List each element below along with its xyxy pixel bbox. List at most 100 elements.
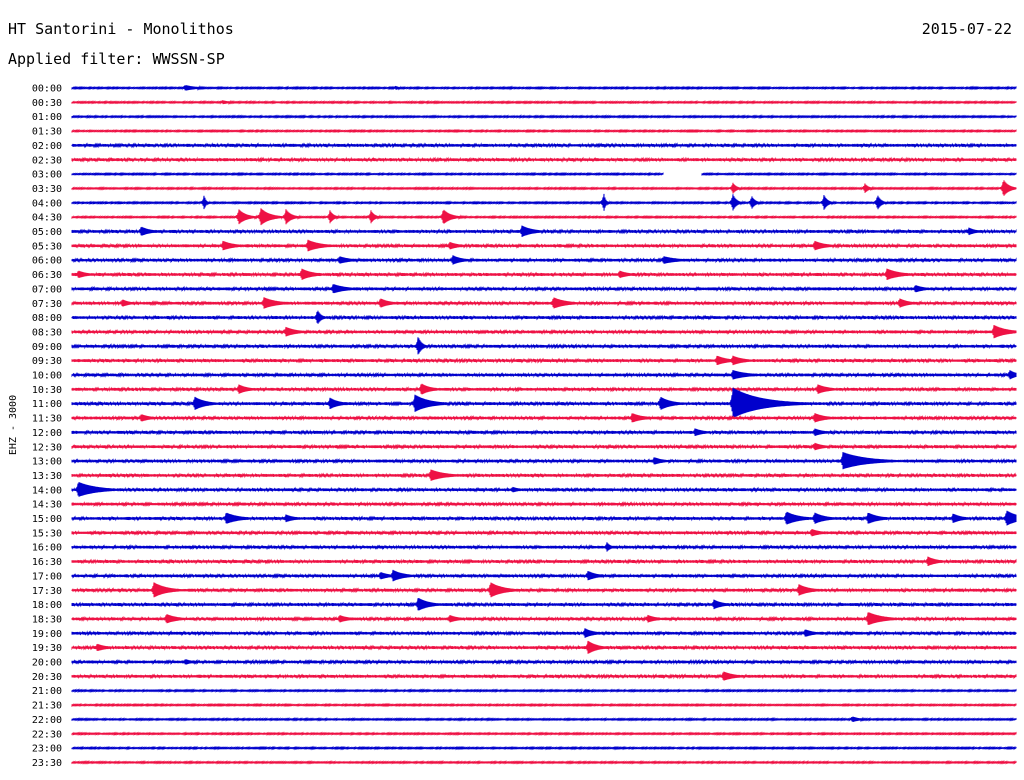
trace-line — [71, 370, 1017, 380]
row-time-label: 21:00 — [32, 686, 62, 697]
row-time-label: 08:30 — [32, 327, 62, 338]
row-time-label: 13:30 — [32, 471, 62, 482]
row-time-label: 18:00 — [32, 600, 62, 611]
time-tick-labels: 00:00 00:30 01:00 01:30 02:00 02:30 03:00 03:30… — [32, 84, 62, 769]
row-time-label: 12:00 — [32, 428, 62, 439]
trace-line — [71, 612, 1017, 625]
trace-line — [71, 255, 1017, 265]
row-time-label: 17:30 — [32, 586, 62, 597]
trace-line — [71, 760, 1017, 765]
row-time-label: 15:00 — [32, 514, 62, 525]
row-time-label: 22:30 — [32, 729, 62, 740]
trace-line — [71, 442, 1017, 451]
trace-line — [71, 383, 1017, 395]
row-time-label: 20:30 — [32, 672, 62, 683]
row-time-label: 04:30 — [32, 213, 62, 224]
trace-line — [71, 387, 1017, 419]
row-time-label: 10:00 — [32, 371, 62, 382]
row-time-label: 00:00 — [32, 84, 62, 95]
row-time-label: 17:00 — [32, 571, 62, 582]
trace-line — [71, 324, 1017, 339]
trace-line — [71, 239, 1017, 252]
trace-line — [71, 99, 1017, 105]
row-time-label: 01:30 — [32, 127, 62, 138]
row-time-label: 05:30 — [32, 241, 62, 252]
trace-line — [71, 114, 1017, 120]
row-time-label: 08:00 — [32, 313, 62, 324]
trace-line — [71, 142, 1017, 149]
trace-line — [71, 208, 1017, 226]
row-time-label: 15:30 — [32, 528, 62, 539]
trace-group — [71, 85, 1017, 765]
row-time-label: 02:00 — [32, 141, 62, 152]
trace-line — [71, 510, 1017, 526]
row-time-label: 02:30 — [32, 155, 62, 166]
trace-line — [71, 297, 1017, 309]
row-time-label: 23:30 — [32, 758, 62, 769]
row-time-label: 14:30 — [32, 500, 62, 511]
row-time-label: 00:30 — [32, 98, 62, 109]
row-time-label: 11:30 — [32, 414, 62, 425]
row-time-label: 20:00 — [32, 658, 62, 669]
trace-line — [71, 482, 1017, 497]
row-time-label: 10:30 — [32, 385, 62, 396]
trace-line — [71, 688, 1017, 694]
row-time-label: 16:00 — [32, 543, 62, 554]
trace-line — [71, 529, 1017, 537]
row-time-label: 11:00 — [32, 399, 62, 410]
row-time-label: 04:00 — [32, 198, 62, 209]
trace-line — [71, 180, 1017, 196]
station-title: HT Santorini - Monolithos — [8, 20, 234, 38]
trace-line — [71, 628, 1017, 638]
trace-line — [71, 337, 1017, 355]
row-time-label: 01:00 — [32, 112, 62, 123]
trace-line — [71, 268, 1017, 280]
row-time-label: 19:00 — [32, 629, 62, 640]
row-time-label: 23:00 — [32, 744, 62, 755]
row-time-label: 13:00 — [32, 457, 62, 468]
row-time-label: 07:30 — [32, 299, 62, 310]
trace-line — [71, 702, 1017, 708]
channel-label: EHZ - 3000 — [8, 395, 19, 455]
trace-line — [71, 745, 1017, 751]
trace-line — [71, 193, 1017, 211]
row-time-label: 19:30 — [32, 643, 62, 654]
trace-line — [71, 284, 1017, 294]
trace-line — [71, 355, 1017, 366]
row-time-label: 03:00 — [32, 170, 62, 181]
row-time-label: 06:30 — [32, 270, 62, 281]
row-time-label: 18:30 — [32, 614, 62, 625]
trace-line — [71, 731, 1017, 736]
row-time-label: 03:30 — [32, 184, 62, 195]
trace-line — [71, 128, 1017, 134]
trace-line — [71, 501, 1017, 508]
trace-line — [71, 310, 1017, 324]
row-time-label: 12:30 — [32, 442, 62, 453]
trace-line — [71, 85, 1017, 91]
row-time-label: 06:00 — [32, 256, 62, 267]
trace-line — [71, 542, 1017, 552]
trace-line — [71, 469, 1017, 481]
trace-line — [71, 225, 1017, 237]
date-label: 2015-07-22 — [921, 20, 1012, 38]
row-time-label: 16:30 — [32, 557, 62, 568]
trace-line — [71, 156, 1017, 163]
trace-line — [71, 569, 1017, 582]
trace-line — [71, 452, 1017, 470]
row-time-label: 22:00 — [32, 715, 62, 726]
trace-line — [71, 428, 1017, 436]
trace-line — [71, 171, 1017, 177]
trace-line — [71, 556, 1017, 567]
trace-line — [71, 658, 1017, 666]
filter-label: Applied filter: WWSSN-SP — [8, 50, 225, 68]
trace-line — [71, 671, 1017, 681]
row-time-label: 14:00 — [32, 485, 62, 496]
trace-line — [71, 640, 1017, 654]
row-time-label: 05:00 — [32, 227, 62, 238]
row-time-label: 07:00 — [32, 284, 62, 295]
row-time-label: 21:30 — [32, 701, 62, 712]
trace-line — [71, 716, 1017, 723]
row-time-label: 09:30 — [32, 356, 62, 367]
trace-line — [71, 582, 1017, 598]
